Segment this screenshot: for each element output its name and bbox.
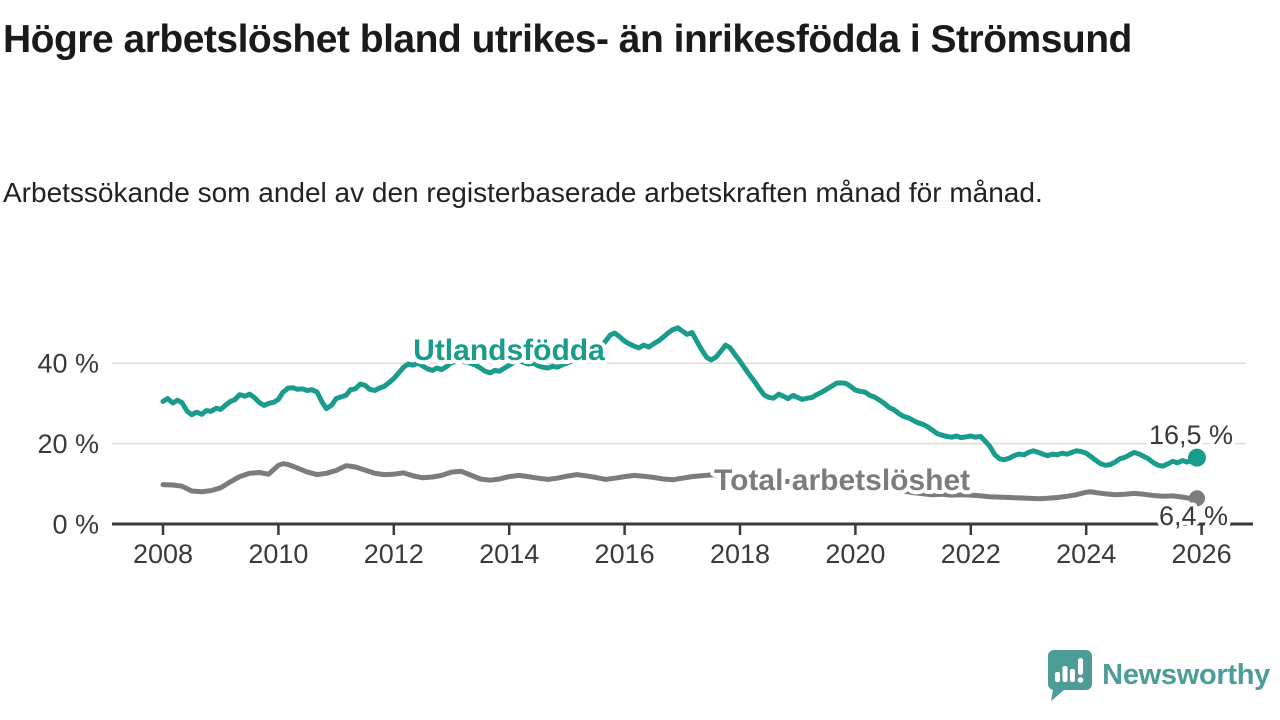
series-line-0 <box>160 325 1200 469</box>
exclamation-dot <box>1077 677 1084 683</box>
x-tick-label-2008: 2008 <box>133 539 193 569</box>
y-tick-label-0: 0 % <box>52 510 99 540</box>
exclamation-bar <box>1078 658 1084 675</box>
series-name-label-1: Total arbetslöshet <box>714 464 970 497</box>
chart-area: 2008 2010 2012 2014 2016 2018 2020 2022 2024 2026… <box>0 300 1280 590</box>
bar-3 <box>1070 669 1076 682</box>
end-value-label-1: 6,4 % <box>1159 501 1228 531</box>
end-value-label-0: 16,5 % <box>1149 420 1233 450</box>
x-tick-label-2012: 2012 <box>364 539 424 569</box>
x-tick-label-2010: 2010 <box>248 539 308 569</box>
chart-svg: 2008 2010 2012 2014 2016 2018 2020 2022 2024 2026… <box>37 325 1253 569</box>
y-tick-label-20: 20 % <box>37 429 99 459</box>
x-tick-label-2020: 2020 <box>825 539 885 569</box>
speech-bubble-shape <box>1048 650 1093 701</box>
chart-subtitle: Arbetssökande som andel av den registerb… <box>3 177 1043 208</box>
y-tick-label-40: 40 % <box>37 349 99 379</box>
chart-title: Högre arbetslöshet bland utrikes- än inr… <box>3 18 1132 61</box>
newsworthy-logo-icon <box>1048 650 1093 701</box>
x-tick-label-2014: 2014 <box>479 539 539 569</box>
brand-name: Newsworthy <box>1102 658 1270 691</box>
bar-1 <box>1055 672 1061 682</box>
x-tick-label-2018: 2018 <box>710 539 770 569</box>
x-tick-label-2024: 2024 <box>1056 539 1116 569</box>
series-line-1 <box>160 461 1200 502</box>
series-name-label-0: Utlandsfödda <box>413 334 605 367</box>
x-tick-label-2016: 2016 <box>595 539 655 569</box>
bar-2 <box>1062 666 1068 682</box>
brand-footer: Newsworthy <box>1044 648 1270 702</box>
series-end-dot-1 <box>1188 490 1205 507</box>
x-tick-label-2026: 2026 <box>1172 539 1232 569</box>
x-tick-label-2022: 2022 <box>941 539 1001 569</box>
series-end-dot-0 <box>1187 448 1206 467</box>
